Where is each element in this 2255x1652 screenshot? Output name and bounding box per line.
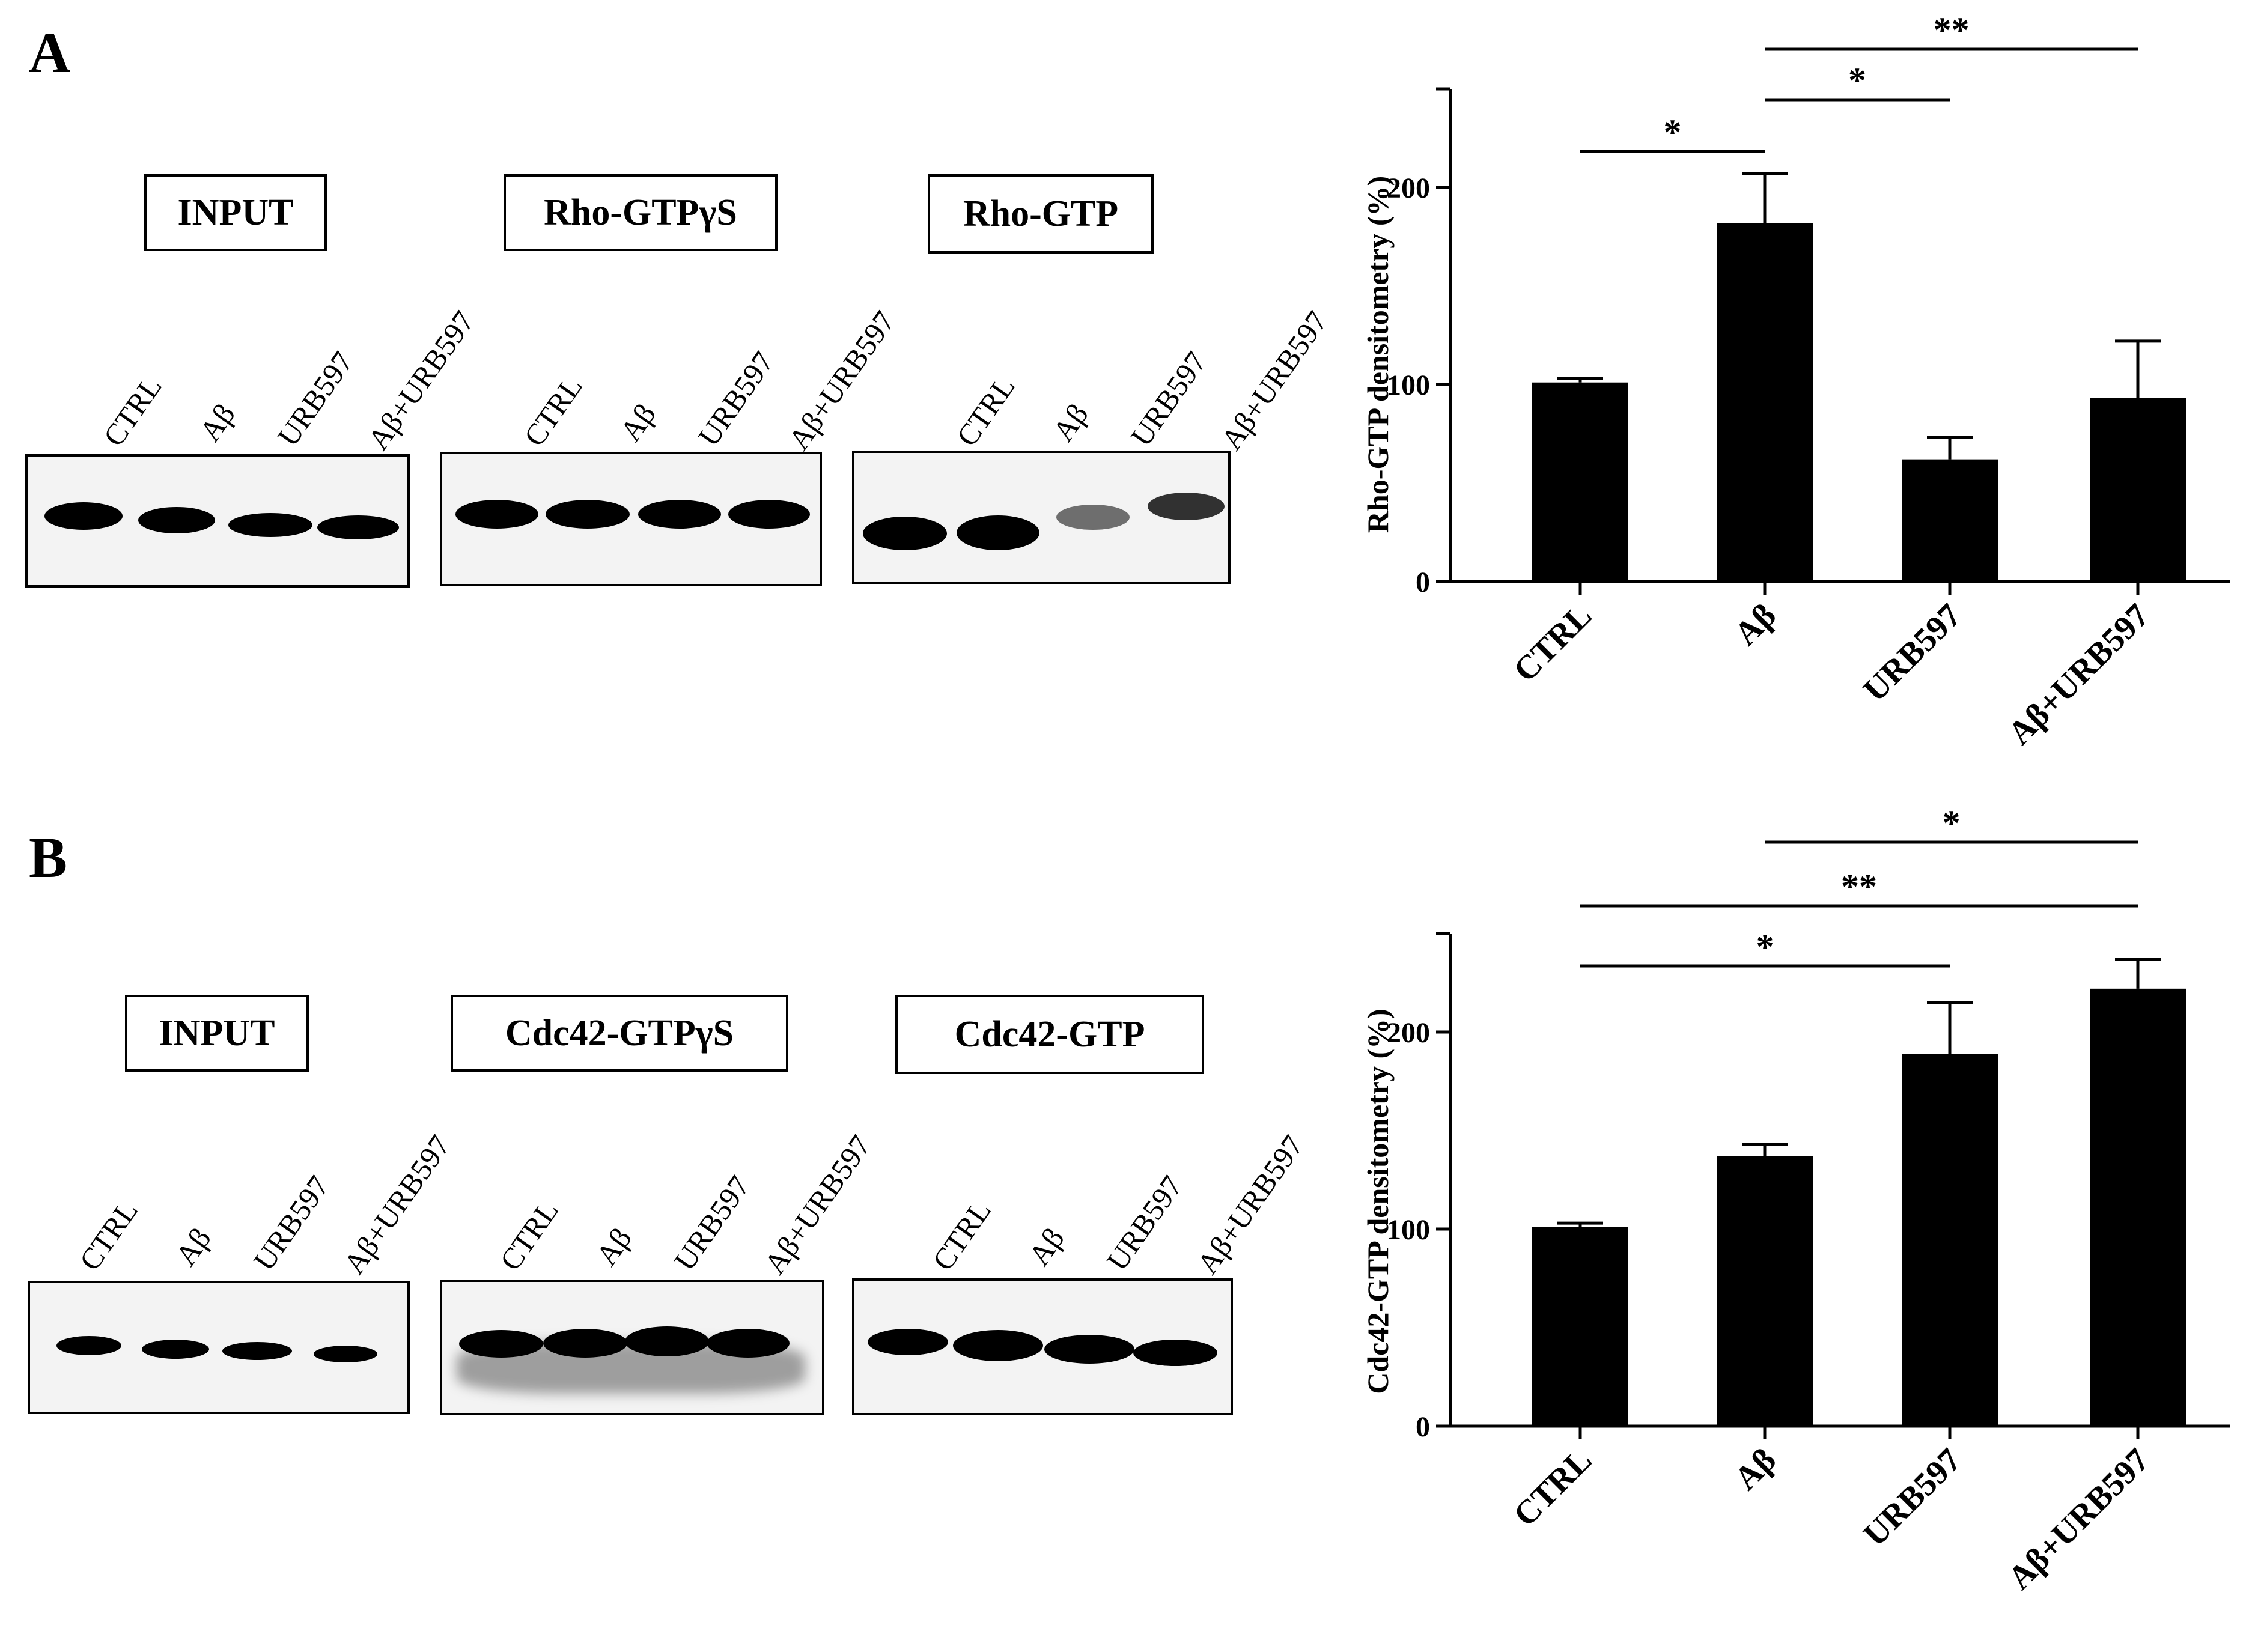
blot-band <box>142 1340 209 1359</box>
blot-image-cdc42-gtp <box>852 1278 1233 1415</box>
lane-label-abeta: Aβ <box>613 398 663 448</box>
blot-band <box>957 515 1039 550</box>
lane-label-ctrl: CTRL <box>517 369 589 452</box>
blot-band <box>317 515 399 539</box>
bar <box>1902 459 1998 582</box>
x-tick-label: URB597 <box>1856 597 1968 709</box>
blot-band <box>707 1329 790 1358</box>
lane-label-ctrl: CTRL <box>96 369 168 452</box>
significance-label: * <box>1756 927 1774 967</box>
blot-band <box>625 1326 709 1356</box>
lane-label-abeta-urb597: Aβ+URB597 <box>1190 1129 1310 1280</box>
panel-letter-a: A <box>29 20 71 85</box>
lane-label-abeta: Aβ <box>1045 398 1095 448</box>
lane-label-abeta-urb597: Aβ+URB597 <box>757 1129 878 1280</box>
x-tick-label: Aβ <box>1727 597 1783 652</box>
x-tick-label: CTRL <box>1506 1441 1599 1534</box>
bar-chart-cdc42-gtp: Cdc42-GTP densitometry (%) 0 100 200 CTRL Aβ… <box>1361 803 2230 1597</box>
y-tick-label: 100 <box>1387 1214 1430 1246</box>
blot-band <box>868 1329 948 1355</box>
blot-image-rho-gtpgs <box>440 452 822 586</box>
lane-label-urb597: URB597 <box>246 1169 336 1277</box>
significance-label: * <box>1664 112 1682 152</box>
blot-band <box>638 500 721 529</box>
blot-band <box>228 513 312 537</box>
blot-band <box>863 517 947 550</box>
blot-band <box>138 507 215 533</box>
bar-chart-rho-gtp: Rho-GTP densitometry (%) 0 100 200 CTRL Aβ UR… <box>1361 10 2230 752</box>
blot-image-input-a <box>25 454 410 588</box>
x-tick-label: Aβ+URB597 <box>2001 1441 2156 1597</box>
y-axis-label: Rho-GTP densitometry (%) <box>1361 176 1395 533</box>
blot-band <box>56 1336 121 1355</box>
blot-title-rho-gtp: Rho-GTP <box>928 174 1154 254</box>
significance-label: * <box>1848 61 1866 100</box>
significance-label: * <box>1943 803 1961 843</box>
y-tick-label: 100 <box>1387 369 1430 401</box>
significance-label: ** <box>1841 867 1877 906</box>
bar <box>1902 1054 1998 1426</box>
bar <box>1532 382 1628 582</box>
lane-label-ctrl: CTRL <box>949 369 1021 452</box>
lane-label-abeta: Aβ <box>192 398 242 448</box>
blot-image-input-b <box>28 1281 410 1414</box>
blot-image-cdc42-gtpgs <box>440 1280 824 1415</box>
lane-label-urb597: URB597 <box>270 345 360 452</box>
blot-band <box>459 1330 543 1358</box>
bar <box>2090 988 2186 1426</box>
blot-band <box>546 500 630 529</box>
lane-label-ctrl: CTRL <box>925 1194 997 1277</box>
blot-band <box>44 502 123 530</box>
blot-title-rho-gtpgs: Rho-GTPγS <box>504 174 778 251</box>
blot-band <box>1133 1340 1217 1366</box>
lane-label-urb597: URB597 <box>1124 345 1213 452</box>
blot-title-cdc42-gtp: Cdc42-GTP <box>895 995 1204 1074</box>
panel-letter-b: B <box>29 825 68 890</box>
blot-band <box>953 1330 1043 1361</box>
lane-label-urb597: URB597 <box>667 1169 756 1277</box>
lane-label-urb597: URB597 <box>691 345 781 452</box>
blot-band <box>1056 505 1130 530</box>
y-tick-label: 200 <box>1387 1017 1430 1049</box>
lane-label-abeta: Aβ <box>1021 1222 1071 1272</box>
y-tick-label: 200 <box>1387 172 1430 204</box>
bar <box>2090 398 2186 582</box>
x-tick-label: URB597 <box>1856 1441 1968 1553</box>
blot-band <box>455 500 538 529</box>
lane-label-ctrl: CTRL <box>493 1194 565 1277</box>
x-tick-label: Aβ <box>1727 1441 1783 1497</box>
lane-label-abeta-urb597: Aβ+URB597 <box>781 305 902 456</box>
blot-band <box>543 1329 627 1358</box>
blot-image-rho-gtp <box>852 451 1231 584</box>
blot-title-input-a: INPUT <box>144 174 327 251</box>
lane-label-abeta-urb597: Aβ+URB597 <box>361 305 481 456</box>
blot-title-input-b: INPUT <box>125 995 309 1072</box>
blot-band <box>314 1346 377 1362</box>
y-tick-label: 0 <box>1416 1411 1430 1443</box>
significance-label: ** <box>1934 10 1970 50</box>
lane-label-abeta: Aβ <box>589 1222 639 1272</box>
x-tick-label: Aβ+URB597 <box>2001 597 2156 752</box>
blot-band <box>728 500 810 529</box>
bar <box>1717 223 1813 582</box>
lane-label-urb597: URB597 <box>1100 1169 1189 1277</box>
y-axis-label: Cdc42-GTP densitometry (%) <box>1361 1009 1395 1394</box>
lane-label-ctrl: CTRL <box>72 1194 144 1277</box>
y-tick-label: 0 <box>1416 566 1430 598</box>
bar <box>1717 1156 1813 1426</box>
blot-band <box>222 1342 292 1360</box>
blot-band <box>1044 1335 1134 1364</box>
lane-label-abeta-urb597: Aβ+URB597 <box>1214 305 1334 456</box>
bar <box>1532 1227 1628 1426</box>
blot-band <box>1148 493 1225 520</box>
x-tick-label: CTRL <box>1506 597 1599 689</box>
lane-label-abeta-urb597: Aβ+URB597 <box>336 1129 457 1280</box>
lane-label-abeta: Aβ <box>168 1222 218 1272</box>
blot-title-cdc42-gtpgs: Cdc42-GTPγS <box>451 995 788 1072</box>
